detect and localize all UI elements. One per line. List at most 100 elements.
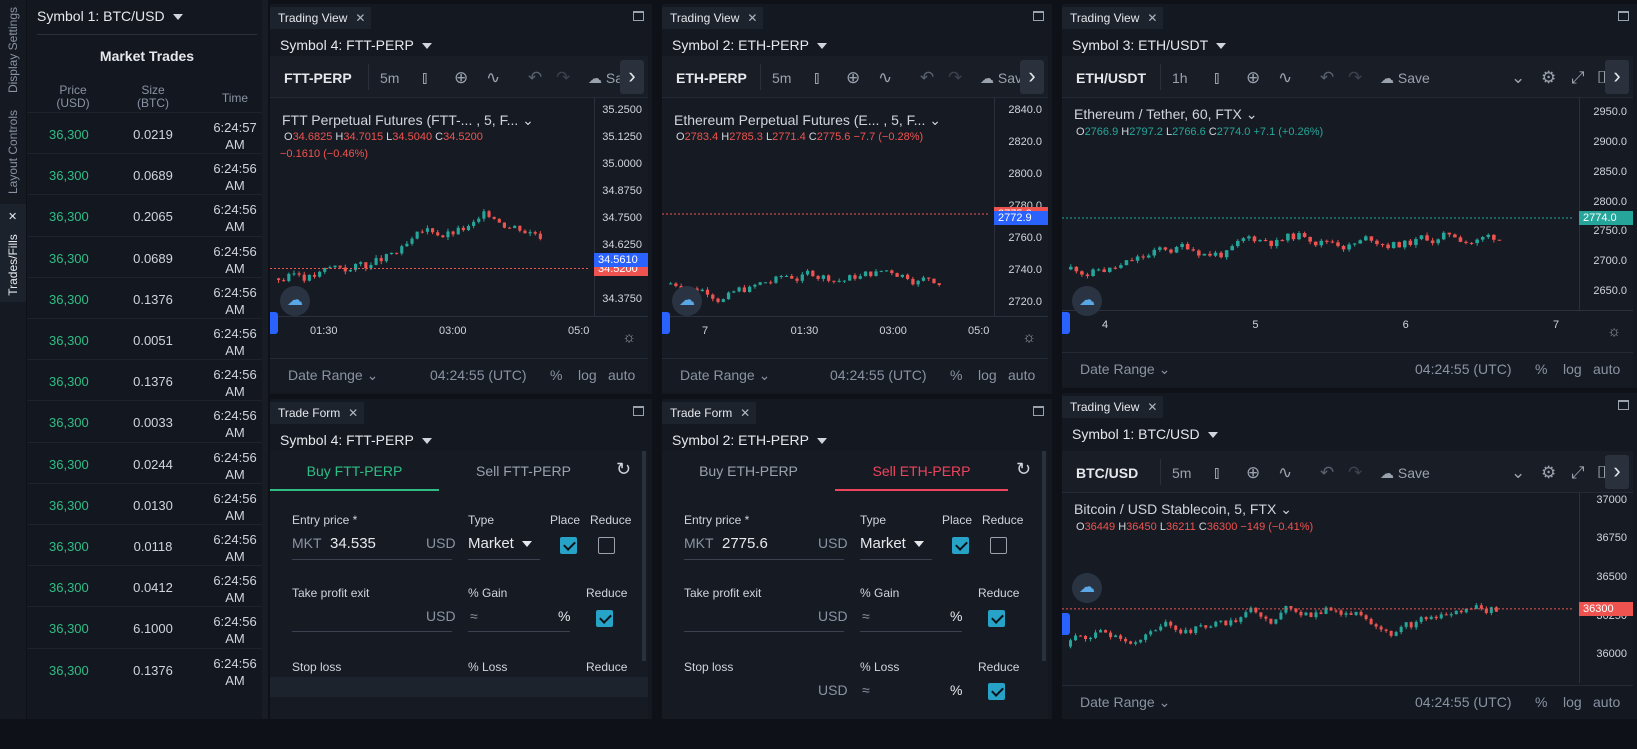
chevron-down-icon[interactable]: ⌄ [1511,68,1526,87]
currency-label[interactable]: USD [818,608,848,624]
scrollbar[interactable] [642,451,646,661]
close-icon[interactable]: ✕ [747,11,758,25]
drawing-toolbar-toggle[interactable] [1062,613,1070,635]
compare-icon[interactable]: ∿ [1278,463,1293,482]
maximize-icon[interactable] [1618,11,1629,21]
close-icon[interactable]: ✕ [8,211,18,223]
settings-icon[interactable]: ☼ [1022,329,1036,346]
panel-tab[interactable]: Trade Form ✕ [270,402,365,424]
chart-symbol-select[interactable]: Symbol 4: FTT-PERP [280,37,432,53]
time-axis[interactable]: 7 01:30 03:00 05:0 [662,316,1048,350]
date-range-button[interactable]: Date Range ⌄ [680,367,771,383]
candles-icon[interactable]: ⫾ [1214,463,1220,482]
trade-symbol-select[interactable]: Symbol 2: ETH-PERP [672,432,827,448]
tab-layout-controls[interactable]: Layout Controls [6,109,21,195]
drawing-toolbar-toggle[interactable] [662,312,670,334]
close-icon[interactable]: ✕ [740,406,751,420]
gain-input[interactable] [860,631,962,632]
timeframe-button[interactable]: 1h [1172,70,1188,86]
percent-toggle[interactable]: % [1535,694,1548,710]
date-range-button[interactable]: Date Range ⌄ [288,367,379,383]
chevron-down-icon[interactable]: ⌄ [929,112,941,128]
panel-tab[interactable]: Trade Form ✕ [662,402,757,424]
timeframe-button[interactable]: 5m [380,70,400,86]
compare-icon[interactable]: ∿ [486,68,501,87]
currency-label[interactable]: USD [818,682,848,698]
chart-symbol-select[interactable]: Symbol 3: ETH/USDT [1072,37,1227,53]
trade-symbol-select[interactable]: Symbol 4: FTT-PERP [280,432,432,448]
maximize-icon[interactable] [1618,400,1629,410]
chart-ticker[interactable]: BTC/USD [1076,465,1139,481]
currency-label[interactable]: USD [426,608,456,624]
chevron-down-icon[interactable]: ⌄ [522,112,534,128]
panel-tab[interactable]: Trading View ✕ [1062,7,1164,29]
gear-icon[interactable]: ⚙ [1541,463,1557,482]
chart-ticker[interactable]: ETH-PERP [676,70,747,86]
fullscreen-icon[interactable]: ⤢ [1571,463,1585,482]
chart-symbol-select[interactable]: Symbol 1: BTC/USD [1072,426,1218,442]
chevron-right-icon[interactable]: › [1020,60,1044,94]
redo-icon[interactable]: ↷ [556,68,571,87]
tab-display-settings[interactable]: Display Settings [6,6,21,94]
chevron-down-icon[interactable]: ⌄ [1245,106,1258,122]
candles-icon[interactable]: ⫾ [422,68,428,87]
entry-price-input[interactable]: 34.535 [330,535,376,552]
reduce-checkbox[interactable] [598,537,615,554]
refresh-icon[interactable]: ↻ [1016,459,1032,479]
gain-input[interactable] [468,631,570,632]
entry-price-input[interactable]: 2775.6 [722,535,768,552]
maximize-icon[interactable] [1033,11,1044,21]
auto-toggle[interactable]: auto [1008,367,1036,383]
close-icon[interactable]: ✕ [1147,400,1158,414]
compare-icon[interactable]: ∿ [1278,68,1293,87]
percent-toggle[interactable]: % [950,367,963,383]
maximize-icon[interactable] [633,406,644,416]
chevron-down-icon[interactable]: ⌄ [1511,463,1526,482]
scrollbar[interactable] [262,0,268,719]
timeframe-button[interactable]: 5m [1172,465,1192,481]
tab-sell[interactable]: Sell FTT-PERP [476,463,571,479]
add-indicator-icon[interactable]: ⊕ [846,68,861,87]
add-indicator-icon[interactable]: ⊕ [454,68,469,87]
take-profit-input[interactable] [684,631,844,632]
tab-sell[interactable]: Sell ETH-PERP [872,463,971,479]
place-checkbox[interactable] [560,537,577,554]
save-button[interactable]: ☁ Sa [588,70,624,86]
camera-icon[interactable]: ⌷ [1597,463,1608,482]
chevron-right-icon[interactable]: › [620,60,644,94]
log-toggle[interactable]: log [1563,361,1582,377]
time-axis[interactable]: 4 5 6 7 [1062,310,1633,344]
candles-icon[interactable]: ⫾ [814,68,820,87]
log-toggle[interactable]: log [978,367,997,383]
date-range-button[interactable]: Date Range ⌄ [1080,361,1171,377]
add-indicator-icon[interactable]: ⊕ [1246,463,1261,482]
tp-reduce-checkbox[interactable] [596,610,613,627]
undo-icon[interactable]: ↶ [528,68,543,87]
reduce-checkbox[interactable] [990,537,1007,554]
chevron-right-icon[interactable]: › [1605,60,1629,94]
price-plot[interactable] [662,98,988,316]
price-plot[interactable] [1062,493,1573,683]
price-plot[interactable] [1062,98,1573,310]
market-trades-symbol-select[interactable]: Symbol 1: BTC/USD [37,8,183,24]
compare-icon[interactable]: ∿ [878,68,893,87]
refresh-icon[interactable]: ↻ [616,459,632,479]
price-axis[interactable]: 3700036750365003625036000 [1579,493,1633,683]
panel-tab[interactable]: Trading View ✕ [662,7,764,29]
chart-ticker[interactable]: FTT-PERP [284,70,352,86]
fullscreen-icon[interactable]: ⤢ [1571,68,1585,87]
chart-ticker[interactable]: ETH/USDT [1076,70,1146,86]
percent-toggle[interactable]: % [1535,361,1548,377]
time-axis[interactable]: 01:30 03:00 05:0 [270,316,648,350]
chevron-right-icon[interactable]: › [1605,455,1629,489]
undo-icon[interactable]: ↶ [920,68,935,87]
tab-buy[interactable]: Buy FTT-PERP [306,463,403,479]
settings-icon[interactable]: ☼ [1607,323,1621,340]
percent-toggle[interactable]: % [550,367,563,383]
log-toggle[interactable]: log [1563,694,1582,710]
add-indicator-icon[interactable]: ⊕ [1246,68,1261,87]
tab-buy[interactable]: Buy ETH-PERP [699,463,798,479]
stop-loss-row[interactable] [270,677,648,697]
camera-icon[interactable]: ⌷ [1597,68,1608,87]
sl-reduce-checkbox[interactable] [988,683,1005,700]
